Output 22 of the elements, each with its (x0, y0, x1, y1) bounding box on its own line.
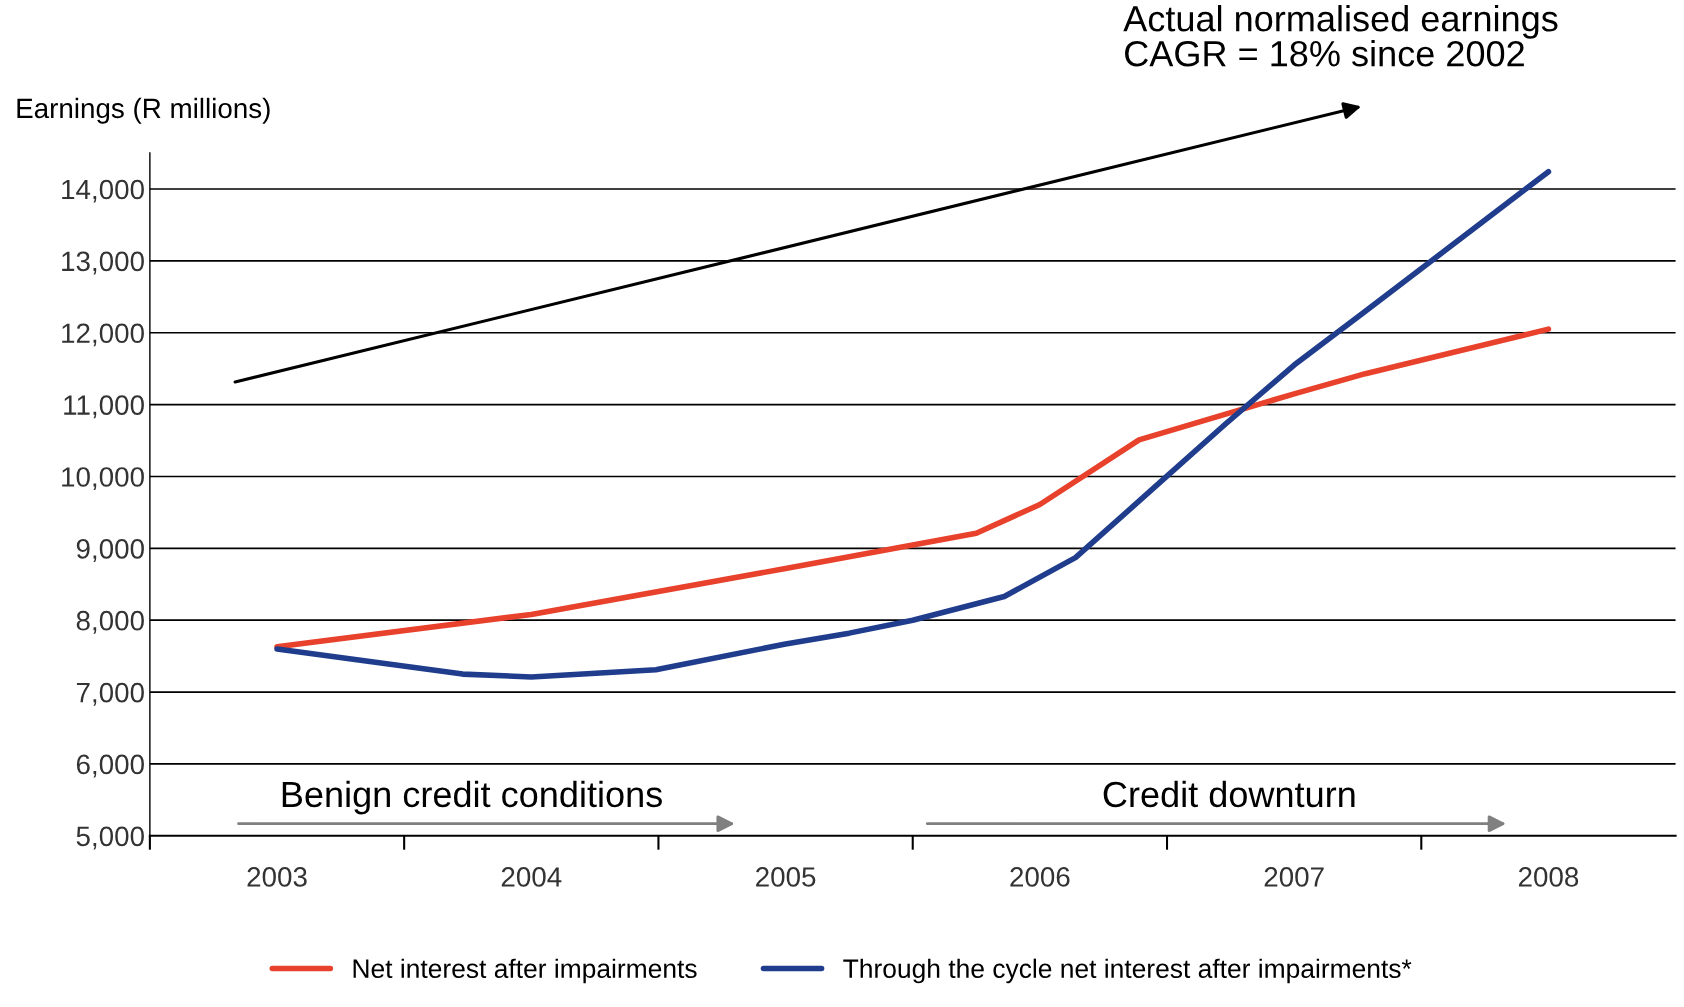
x-tick-label: 2004 (501, 867, 562, 887)
y-axis-title: Earnings (R millions) (17, 97, 270, 124)
x-tick-label: 2005 (756, 867, 816, 887)
legend-label: Through the cycle net interest after impairments* (843, 958, 1412, 984)
y-tick-label: 5,000 (76, 826, 144, 850)
y-tick-label: 14,000 (62, 179, 144, 203)
y-tick-label: 10,000 (62, 467, 144, 491)
y-tick-label: 7,000 (76, 682, 144, 706)
annotation: Benign credit conditions (282, 780, 662, 815)
text: Actual normalised earnings CAGR = 18% since 2002 (1123, 5, 1558, 67)
y-tick-label: 11,000 (64, 395, 144, 419)
y-tick-label: 9,000 (76, 539, 144, 562)
y-tick-label: 8,000 (76, 610, 144, 634)
annotation: Credit downturn (1103, 780, 1355, 808)
y-tick-label: 12,000 (62, 323, 144, 347)
x-tick-label: 2003 (247, 867, 307, 887)
legend-label: Net interest after impairments (353, 958, 697, 984)
y-tick-label: 6,000 (76, 754, 144, 778)
y-tick-label: 13,000 (62, 251, 144, 275)
x-tick-label: 2008 (1518, 867, 1579, 887)
x-tick-label: 2006 (1010, 867, 1070, 887)
x-tick-label: 2007 (1264, 867, 1324, 887)
